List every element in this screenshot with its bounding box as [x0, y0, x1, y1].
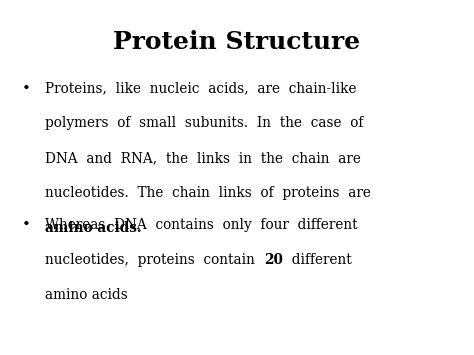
Text: Protein Structure: Protein Structure [113, 30, 361, 54]
Text: amino acids: amino acids [45, 288, 128, 302]
Text: amino acids.: amino acids. [45, 221, 142, 235]
Text: Proteins,  like  nucleic  acids,  are  chain-like: Proteins, like nucleic acids, are chain-… [45, 82, 356, 95]
Text: DNA  and  RNA,  the  links  in  the  chain  are: DNA and RNA, the links in the chain are [45, 151, 361, 165]
Text: •: • [21, 218, 30, 232]
Text: 20: 20 [264, 253, 283, 267]
Text: polymers  of  small  subunits.  In  the  case  of: polymers of small subunits. In the case … [45, 116, 364, 130]
Text: •: • [21, 82, 30, 95]
Text: Whereas  DNA  contains  only  four  different: Whereas DNA contains only four different [45, 218, 358, 232]
Text: nucleotides.  The  chain  links  of  proteins  are: nucleotides. The chain links of proteins… [45, 186, 371, 200]
Text: different: different [283, 253, 351, 267]
Text: nucleotides,  proteins  contain: nucleotides, proteins contain [45, 253, 264, 267]
